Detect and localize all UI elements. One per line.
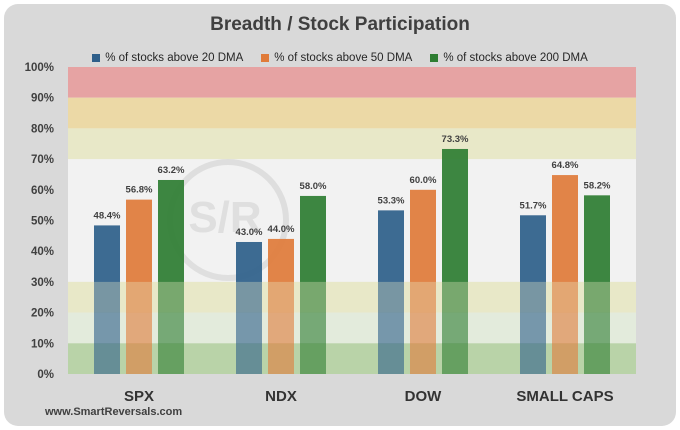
bar-data-label: 58.2% [584,180,611,191]
y-tick-label: 10% [31,338,54,350]
zone-overlay [68,312,636,344]
bar [378,210,404,374]
y-tick-label: 70% [31,154,54,166]
bar [94,225,120,374]
y-tick-label: 80% [31,123,54,135]
legend-item-200dma: % of stocks above 200 DMA [430,52,588,64]
legend-swatch-20dma [92,54,101,62]
bar [584,195,610,374]
bar [236,241,262,374]
bar [126,199,152,374]
svg-text:S/R: S/R [188,193,261,242]
bar-data-label: 58.0% [300,181,327,192]
bar-data-label: 73.3% [442,134,469,145]
bar-data-label: 48.4% [94,210,121,221]
bar [268,238,294,374]
zone-band [68,128,636,160]
y-tick-label: 50% [31,216,54,228]
bar [520,215,546,374]
bar-data-label: 53.3% [378,195,405,206]
legend-label-20dma: % of stocks above 20 DMA [105,52,244,64]
bar [552,175,578,374]
legend-label-200dma: % of stocks above 200 DMA [443,52,588,64]
bar-data-label: 44.0% [268,224,295,235]
y-tick-label: 30% [31,277,54,289]
legend-item-50dma: % of stocks above 50 DMA [261,52,412,64]
y-tick-label: 90% [31,93,54,105]
bar [442,148,468,374]
x-category-label: NDX [265,388,297,405]
legend-swatch-50dma [261,54,270,62]
y-tick-label: 20% [31,308,54,320]
legend-label-50dma: % of stocks above 50 DMA [274,52,413,64]
bar-data-label: 51.7% [520,200,547,211]
x-category-label: SPX [124,388,154,405]
bar-data-label: 43.0% [236,227,263,238]
y-tick-label: 0% [37,369,54,381]
zone-band [68,97,636,129]
legend-item-20dma: % of stocks above 20 DMA [92,52,243,64]
chart-title: Breadth / Stock Participation [210,14,470,35]
y-tick-label: 100% [25,62,54,74]
bar-data-label: 64.8% [552,160,579,171]
x-category-label: DOW [405,388,443,405]
bar-data-label: 60.0% [410,175,437,186]
bar [410,189,436,374]
zone-overlay [68,281,636,313]
footer-url: www.SmartReversals.com [45,406,183,418]
bar-data-label: 63.2% [158,165,185,176]
legend-swatch-200dma [430,54,439,62]
zone-overlay [68,343,636,374]
bar [300,195,326,374]
bar [158,179,184,374]
zone-band [68,67,636,98]
y-tick-label: 40% [31,246,54,258]
x-category-label: SMALL CAPS [516,388,613,405]
bar-data-label: 56.8% [126,185,153,196]
y-tick-label: 60% [31,185,54,197]
chart-legend: % of stocks above 20 DMA % of stocks abo… [0,52,680,64]
